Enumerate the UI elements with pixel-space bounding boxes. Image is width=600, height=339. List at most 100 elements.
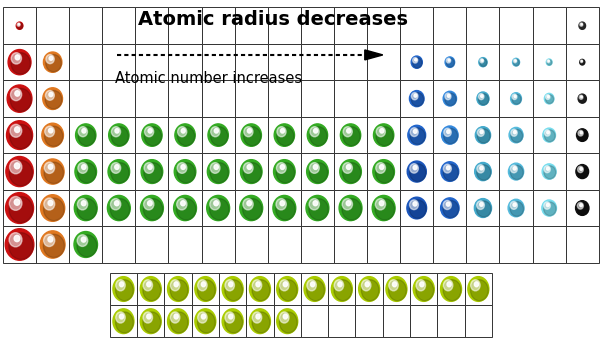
Ellipse shape [343, 163, 352, 173]
Bar [383, 305, 410, 337]
Bar [400, 153, 433, 190]
Bar [136, 190, 169, 226]
Bar [301, 7, 334, 44]
Bar [69, 153, 102, 190]
Bar [202, 153, 235, 190]
Bar [235, 80, 268, 117]
Ellipse shape [576, 164, 589, 179]
Ellipse shape [181, 165, 185, 170]
Ellipse shape [49, 164, 53, 169]
Bar [274, 305, 301, 337]
Ellipse shape [480, 59, 487, 66]
Ellipse shape [580, 132, 583, 134]
Ellipse shape [389, 280, 406, 301]
Ellipse shape [43, 88, 62, 109]
Ellipse shape [441, 162, 459, 181]
Ellipse shape [208, 160, 229, 183]
Bar [102, 80, 136, 117]
Ellipse shape [113, 277, 134, 301]
Ellipse shape [309, 199, 328, 220]
Bar [410, 305, 437, 337]
Ellipse shape [277, 127, 286, 137]
Bar [235, 153, 268, 190]
Bar [334, 226, 367, 263]
Bar [328, 305, 355, 337]
Polygon shape [365, 50, 383, 60]
Bar [367, 80, 400, 117]
Ellipse shape [15, 91, 20, 96]
Ellipse shape [479, 202, 483, 206]
Ellipse shape [440, 198, 459, 218]
Bar [102, 153, 136, 190]
Bar [334, 153, 367, 190]
Ellipse shape [76, 124, 96, 146]
Bar [301, 273, 328, 305]
Ellipse shape [140, 309, 161, 334]
Bar [69, 80, 102, 117]
Ellipse shape [477, 92, 489, 105]
Bar [466, 44, 499, 80]
Ellipse shape [477, 165, 491, 180]
Ellipse shape [176, 199, 196, 220]
Ellipse shape [276, 199, 286, 210]
Bar [334, 7, 367, 44]
Ellipse shape [9, 233, 33, 259]
Ellipse shape [511, 165, 523, 180]
Bar [3, 226, 36, 263]
Bar [383, 273, 410, 305]
Ellipse shape [145, 127, 161, 146]
Ellipse shape [310, 163, 319, 173]
Ellipse shape [214, 165, 218, 170]
Ellipse shape [389, 280, 398, 291]
Ellipse shape [512, 94, 517, 100]
Ellipse shape [225, 280, 242, 301]
Bar [400, 7, 433, 44]
Bar [466, 117, 499, 153]
Ellipse shape [116, 280, 133, 301]
Ellipse shape [141, 160, 163, 183]
Ellipse shape [15, 55, 20, 60]
Ellipse shape [359, 277, 380, 301]
Ellipse shape [547, 60, 550, 63]
Ellipse shape [447, 282, 451, 287]
Ellipse shape [508, 199, 524, 217]
Ellipse shape [545, 130, 550, 136]
Ellipse shape [280, 280, 297, 301]
Ellipse shape [140, 277, 161, 301]
Bar [367, 153, 400, 190]
Ellipse shape [144, 163, 154, 173]
Ellipse shape [197, 280, 215, 301]
Bar [301, 190, 334, 226]
Bar [466, 7, 499, 44]
Bar [301, 226, 334, 263]
Bar [301, 117, 334, 153]
Bar [110, 305, 137, 337]
Ellipse shape [543, 128, 556, 142]
Ellipse shape [446, 202, 450, 206]
Ellipse shape [413, 58, 418, 63]
Bar [533, 190, 566, 226]
Ellipse shape [143, 199, 163, 220]
Bar [202, 7, 235, 44]
Ellipse shape [111, 127, 128, 146]
Ellipse shape [313, 201, 317, 206]
Ellipse shape [244, 127, 261, 146]
Ellipse shape [49, 128, 53, 133]
Ellipse shape [77, 235, 97, 257]
Bar [136, 7, 169, 44]
Ellipse shape [116, 312, 125, 323]
Ellipse shape [376, 127, 385, 137]
Ellipse shape [82, 165, 86, 170]
Ellipse shape [143, 280, 161, 301]
Bar [192, 305, 219, 337]
Ellipse shape [147, 314, 151, 319]
Ellipse shape [210, 199, 220, 210]
Ellipse shape [580, 23, 586, 29]
Ellipse shape [468, 277, 489, 301]
Bar [102, 44, 136, 80]
Ellipse shape [11, 88, 22, 101]
Bar [268, 190, 301, 226]
Ellipse shape [510, 201, 517, 210]
Ellipse shape [380, 128, 384, 133]
Ellipse shape [170, 312, 188, 333]
